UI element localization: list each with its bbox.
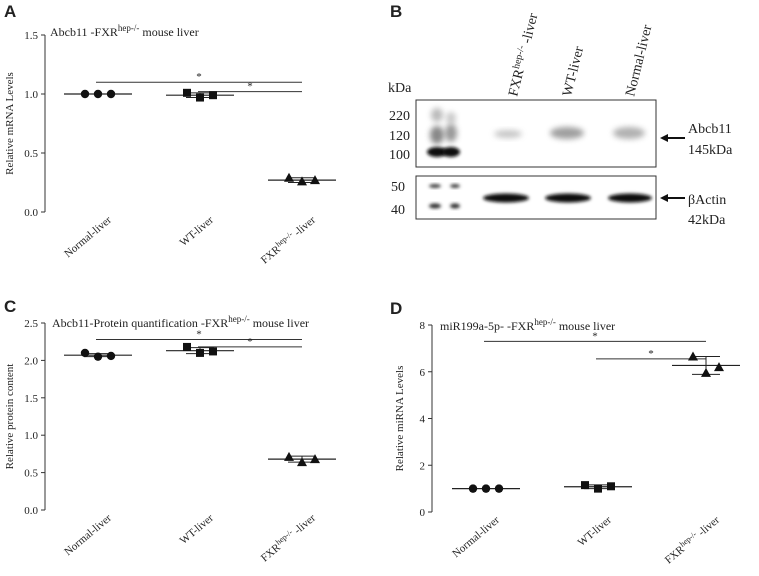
y-tick-label: 1.5 (24, 30, 38, 42)
data-point-circle (93, 89, 103, 99)
marker-220: 220 (389, 109, 410, 124)
data-point-square (581, 481, 589, 490)
actin-size: 42kDa (688, 213, 726, 228)
chart-title: Abcb11 -FXRhep-/- mouse liver (50, 23, 199, 39)
band-abcb11-wt (550, 127, 584, 139)
category-label: WT-liver (178, 512, 217, 547)
category-label: WT-liver (576, 514, 615, 549)
category-label: FXRhep-/- -liver (257, 212, 318, 266)
y-tick-label: 1.0 (24, 89, 38, 101)
data-point-triangle (284, 172, 294, 182)
abcb11-size: 145kDa (688, 143, 733, 158)
band-actin-normal (608, 193, 652, 203)
data-point-circle (80, 348, 90, 358)
y-tick-label: 2.5 (24, 318, 38, 330)
y-tick-label: 0.5 (24, 468, 38, 480)
y-axis-label: Relative protein content (4, 364, 16, 470)
data-point-square (594, 484, 602, 493)
category-label: WT-liver (178, 214, 217, 249)
panel-letter-b: B (390, 2, 402, 21)
category-label: FXRhep-/- -liver (257, 510, 318, 564)
band-actin-wt (545, 193, 591, 203)
kda-unit-label: kDa (388, 81, 412, 96)
y-tick-label: 2 (420, 460, 426, 472)
data-point-triangle (310, 454, 320, 464)
y-tick-label: 2.0 (24, 355, 38, 367)
y-tick-label: 0.5 (24, 148, 38, 160)
significance-star: * (247, 81, 253, 93)
band-actin-fxr (483, 193, 529, 203)
data-point-square (196, 93, 204, 102)
y-tick-label: 4 (420, 414, 426, 426)
data-point-circle (106, 89, 116, 99)
y-tick-label: 0.0 (24, 505, 38, 517)
y-axis-label: Relative mRNA Levels (4, 72, 16, 175)
data-point-circle (80, 89, 90, 99)
abcb11-name: Abcb11 (688, 122, 732, 137)
y-tick-label: 6 (420, 367, 426, 379)
data-point-circle (93, 352, 103, 361)
data-point-square (196, 348, 204, 357)
category-label: Normal-liver (62, 214, 114, 260)
blot-top-ladder (427, 108, 460, 157)
panel-c-chart: 0.0 0.5 1.0 1.5 2.0 2.5 Relative protein conte… (4, 314, 336, 564)
data-point-circle (106, 351, 116, 361)
significance-star: * (247, 336, 253, 348)
y-tick-label: 0.0 (24, 207, 38, 219)
marker-50: 50 (391, 180, 405, 195)
data-point-triangle (297, 457, 307, 467)
category-label: FXRhep-/- -liver (661, 512, 722, 566)
chart-title: Abcb11-Protein quantification -FXRhep-/-… (52, 314, 309, 330)
panel-b-western-blot: kDa 220 120 100 50 40 FXRhep-/- -liver W… (388, 11, 733, 228)
data-point-circle (494, 484, 504, 493)
y-tick-label: 1.0 (24, 430, 38, 442)
significance-star: * (592, 330, 598, 342)
data-point-square (607, 482, 615, 491)
y-tick-label: 8 (420, 320, 426, 332)
panel-letter-c: C (4, 297, 16, 316)
significance-star: * (196, 71, 202, 83)
data-point-square (183, 342, 191, 351)
arrow-actin (660, 194, 685, 202)
category-label: Normal-liver (62, 512, 114, 558)
panel-letter-d: D (390, 299, 402, 318)
panel-d-chart: 0 2 4 6 8 Relative miRNA Levels miR199a-5p- -F… (394, 317, 740, 566)
marker-40: 40 (391, 203, 405, 218)
lane-label-normal: Normal-liver (623, 23, 655, 98)
data-point-square (183, 88, 191, 97)
y-tick-label: 0 (420, 507, 426, 519)
marker-120: 120 (389, 129, 410, 144)
data-point-triangle (688, 351, 698, 361)
data-point-circle (468, 484, 478, 493)
significance-star: * (196, 328, 202, 340)
lane-label-wt: WT-liver (560, 45, 587, 98)
actin-name: βActin (688, 193, 726, 208)
band-abcb11-fxr (494, 130, 522, 138)
data-point-square (209, 91, 217, 100)
panel-letter-a: A (4, 2, 16, 21)
data-point-triangle (284, 451, 294, 461)
y-tick-label: 1.5 (24, 393, 38, 405)
data-point-triangle (297, 176, 307, 186)
data-point-triangle (310, 175, 320, 185)
panel-a-chart: 0.0 0.5 1.0 1.5 Relative mRNA Levels Abcb11 -… (4, 23, 336, 266)
data-point-triangle (714, 362, 724, 372)
data-point-square (209, 347, 217, 356)
data-point-circle (481, 484, 491, 493)
data-point-triangle (701, 367, 711, 377)
y-axis-label: Relative miRNA Levels (394, 366, 406, 472)
chart-title: miR199a-5p- -FXRhep-/- mouse liver (440, 317, 615, 333)
marker-100: 100 (389, 148, 410, 163)
band-abcb11-normal (613, 127, 645, 139)
category-label: Normal-liver (450, 514, 502, 560)
blot-bottom-ladder (429, 184, 460, 209)
arrow-abcb11 (660, 134, 685, 142)
lane-label-fxr: FXRhep-/- -liver (504, 11, 542, 98)
significance-star: * (648, 348, 654, 360)
